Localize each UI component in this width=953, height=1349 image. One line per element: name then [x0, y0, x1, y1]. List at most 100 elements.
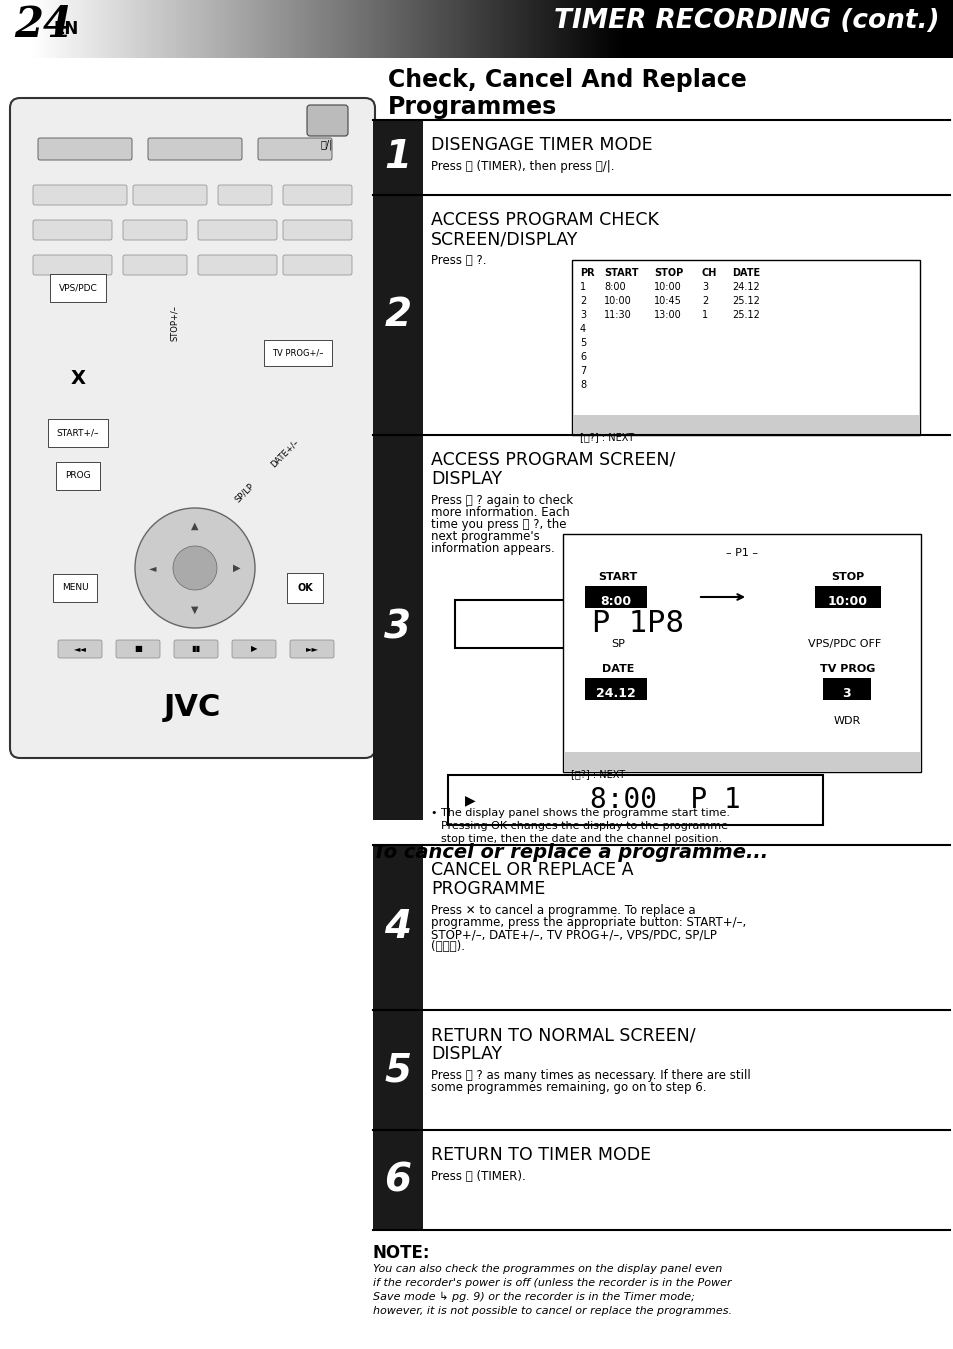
- Bar: [270, 0, 273, 58]
- Bar: [372, 0, 375, 58]
- Bar: [331, 0, 334, 58]
- Bar: [99, 0, 102, 58]
- Text: START: START: [598, 572, 637, 581]
- Bar: [373, 1010, 422, 1130]
- Text: ▮▮: ▮▮: [192, 645, 200, 653]
- Bar: [203, 0, 206, 58]
- Text: 10:45: 10:45: [654, 295, 681, 306]
- Bar: [531, 0, 534, 58]
- Bar: [164, 0, 167, 58]
- Bar: [366, 0, 369, 58]
- Bar: [222, 0, 226, 58]
- Bar: [140, 0, 143, 58]
- Bar: [279, 0, 282, 58]
- Bar: [572, 260, 919, 434]
- Bar: [150, 0, 152, 58]
- Text: Pressing OK changes the display to the programme: Pressing OK changes the display to the p…: [440, 822, 727, 831]
- Bar: [558, 0, 561, 58]
- Bar: [586, 0, 589, 58]
- Text: JVC: JVC: [164, 693, 221, 723]
- Bar: [250, 0, 253, 58]
- Bar: [268, 0, 271, 58]
- Bar: [360, 0, 363, 58]
- FancyBboxPatch shape: [257, 138, 332, 161]
- Bar: [464, 0, 467, 58]
- Bar: [551, 0, 554, 58]
- Bar: [307, 0, 310, 58]
- Text: STOP+/–, DATE+/–, TV PROG+/–, VPS/PDC, SP/LP: STOP+/–, DATE+/–, TV PROG+/–, VPS/PDC, S…: [431, 928, 716, 942]
- Bar: [507, 0, 510, 58]
- Text: programme, press the appropriate button: START+/–,: programme, press the appropriate button:…: [431, 916, 745, 929]
- Bar: [187, 0, 190, 58]
- Bar: [614, 0, 617, 58]
- Bar: [433, 0, 436, 58]
- Bar: [388, 0, 391, 58]
- Bar: [297, 0, 300, 58]
- Bar: [449, 0, 452, 58]
- Bar: [616, 0, 618, 58]
- Bar: [596, 0, 598, 58]
- Bar: [327, 0, 330, 58]
- Bar: [136, 0, 139, 58]
- Bar: [109, 0, 112, 58]
- Bar: [523, 0, 526, 58]
- Bar: [0, 0, 30, 58]
- Bar: [44, 0, 47, 58]
- Text: 2: 2: [384, 295, 411, 335]
- Bar: [568, 0, 571, 58]
- Bar: [373, 196, 422, 434]
- Text: 25.12: 25.12: [731, 295, 760, 306]
- Text: SCREEN/DISPLAY: SCREEN/DISPLAY: [431, 229, 578, 248]
- Bar: [486, 0, 489, 58]
- Bar: [214, 0, 217, 58]
- Bar: [285, 0, 289, 58]
- Bar: [612, 0, 615, 58]
- Bar: [814, 585, 880, 608]
- Bar: [229, 0, 232, 58]
- Bar: [220, 0, 224, 58]
- Bar: [248, 0, 251, 58]
- Text: DISENGAGE TIMER MODE: DISENGAGE TIMER MODE: [431, 136, 652, 154]
- FancyBboxPatch shape: [116, 639, 160, 658]
- Bar: [325, 0, 328, 58]
- Text: 10:00: 10:00: [827, 595, 867, 608]
- Bar: [124, 0, 128, 58]
- Text: 11:30: 11:30: [603, 310, 631, 320]
- Bar: [336, 0, 339, 58]
- Bar: [61, 0, 65, 58]
- Text: STOP+/–: STOP+/–: [171, 305, 179, 341]
- Bar: [446, 0, 450, 58]
- Bar: [379, 0, 383, 58]
- Bar: [181, 0, 184, 58]
- Text: RETURN TO TIMER MODE: RETURN TO TIMER MODE: [431, 1147, 651, 1164]
- Text: 8:00  P 1: 8:00 P 1: [590, 786, 740, 813]
- Bar: [373, 120, 422, 196]
- Bar: [103, 0, 106, 58]
- Text: 4: 4: [384, 908, 411, 947]
- Bar: [160, 0, 163, 58]
- Bar: [290, 0, 293, 58]
- Bar: [415, 0, 418, 58]
- Bar: [275, 0, 278, 58]
- Bar: [288, 0, 291, 58]
- Bar: [517, 0, 520, 58]
- Bar: [236, 0, 239, 58]
- Bar: [209, 0, 212, 58]
- Bar: [509, 0, 513, 58]
- Bar: [168, 0, 171, 58]
- FancyBboxPatch shape: [148, 138, 242, 161]
- Text: ◄: ◄: [149, 563, 156, 573]
- FancyBboxPatch shape: [132, 185, 207, 205]
- Bar: [66, 0, 69, 58]
- Bar: [470, 0, 473, 58]
- Text: START: START: [603, 268, 638, 278]
- Bar: [496, 0, 498, 58]
- Bar: [549, 0, 552, 58]
- Text: SP: SP: [611, 639, 624, 649]
- Bar: [242, 0, 245, 58]
- Bar: [466, 0, 469, 58]
- Text: RETURN TO NORMAL SCREEN/: RETURN TO NORMAL SCREEN/: [431, 1027, 695, 1044]
- FancyBboxPatch shape: [307, 105, 348, 136]
- Bar: [403, 0, 406, 58]
- Text: 1: 1: [384, 139, 411, 177]
